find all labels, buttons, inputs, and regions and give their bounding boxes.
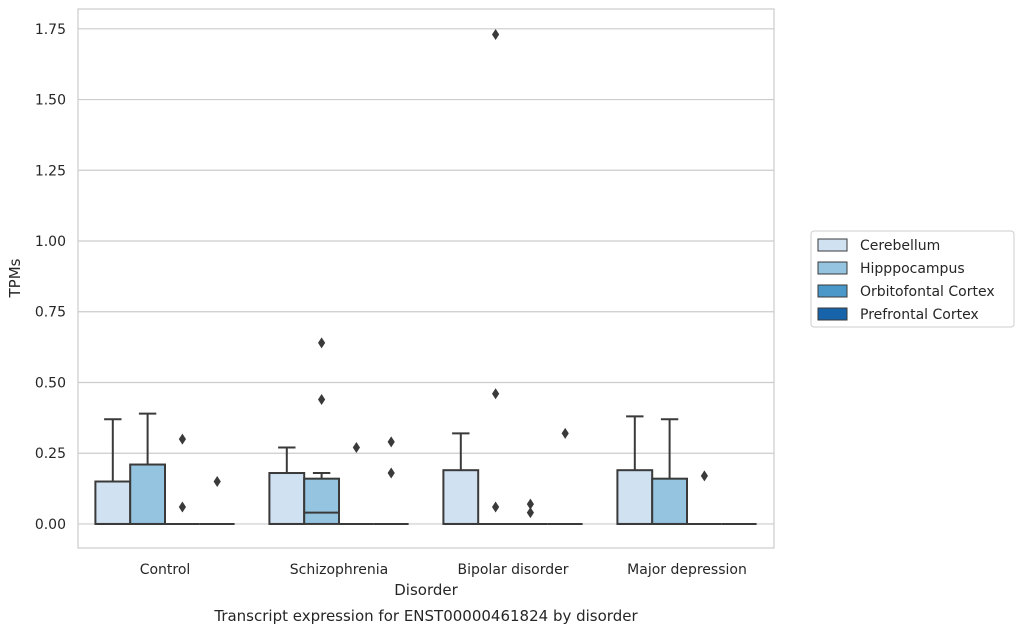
outlier-point — [352, 442, 360, 454]
y-axis-title: TPMs — [6, 258, 24, 298]
y-tick-label: 0.50 — [35, 375, 66, 391]
chart-title: Transcript expression for ENST0000046182… — [213, 607, 638, 625]
outlier-point — [178, 433, 186, 445]
legend-swatch — [817, 284, 848, 298]
box-cerebellum — [94, 418, 132, 525]
outlier-point — [526, 498, 534, 510]
box-rect — [442, 469, 480, 525]
x-axis-title: Disorder — [394, 581, 458, 599]
x-tick-label: Bipolar disorder — [457, 562, 568, 578]
box-hipppocampus — [129, 412, 166, 525]
outlier-point — [492, 28, 500, 40]
box-rect — [651, 477, 689, 525]
box-rect — [129, 463, 166, 525]
box-rect — [616, 469, 654, 525]
outlier-point — [492, 388, 500, 400]
outlier-point — [318, 393, 326, 405]
box-orbitofontal-cortex — [339, 442, 374, 525]
y-tick-label: 1.75 — [35, 22, 66, 38]
x-axis-tick-labels: Control Schizophrenia Bipolar disorder Majo… — [140, 562, 747, 578]
outlier-point — [526, 507, 534, 519]
outlier-point — [492, 501, 500, 513]
box-orbitofontal-cortex — [687, 470, 722, 525]
outlier-point — [561, 427, 569, 439]
legend-swatch — [817, 238, 848, 252]
box-prefrontal-cortex — [547, 427, 583, 525]
box-hipppocampus — [478, 28, 513, 525]
box-rect — [268, 472, 306, 525]
y-tick-label: 1.25 — [35, 163, 66, 179]
y-tick-label: 1.50 — [35, 93, 66, 109]
legend-label: Hipppocampus — [860, 261, 965, 277]
legend-label: Cerebellum — [860, 238, 940, 254]
legend-label: Prefrontal Cortex — [860, 307, 979, 323]
legend-box — [810, 230, 1015, 328]
box-rect — [94, 480, 132, 525]
box-orbitofontal-cortex — [165, 433, 200, 525]
legend-swatch — [817, 307, 848, 321]
box-cerebellum — [442, 432, 480, 525]
x-tick-label: Schizophrenia — [290, 562, 388, 578]
legend-swatch — [817, 261, 848, 275]
outlier-point — [318, 337, 326, 349]
legend: Cerebellum Hipppocampus Orbitofontal Corte… — [810, 230, 1015, 328]
y-tick-label: 1.00 — [35, 234, 66, 250]
plot-area-frame — [77, 8, 775, 549]
box-prefrontal-cortex — [373, 436, 409, 525]
outlier-point — [178, 501, 186, 513]
y-tick-label: 0.75 — [35, 305, 66, 321]
outlier-point — [387, 467, 395, 479]
box-prefrontal-cortex — [199, 476, 235, 525]
boxes — [94, 28, 757, 525]
box-rect — [303, 477, 341, 525]
box-hipppocampus — [651, 418, 689, 525]
x-tick-label: Control — [140, 562, 191, 578]
box-hipppocampus — [303, 337, 341, 525]
outlier-point — [700, 470, 708, 482]
box-cerebellum — [268, 446, 306, 525]
legend-label: Orbitofontal Cortex — [860, 284, 995, 300]
x-tick-label: Major depression — [627, 562, 747, 578]
outlier-point — [387, 436, 395, 448]
y-axis-tick-labels: 0.00 0.25 0.50 0.75 1.00 1.25 1.50 1.75 — [35, 22, 66, 533]
box-cerebellum — [616, 415, 654, 525]
y-tick-label: 0.00 — [35, 517, 66, 533]
box-orbitofontal-cortex — [513, 498, 548, 525]
outlier-point — [213, 476, 221, 488]
y-tick-label: 0.25 — [35, 446, 66, 462]
